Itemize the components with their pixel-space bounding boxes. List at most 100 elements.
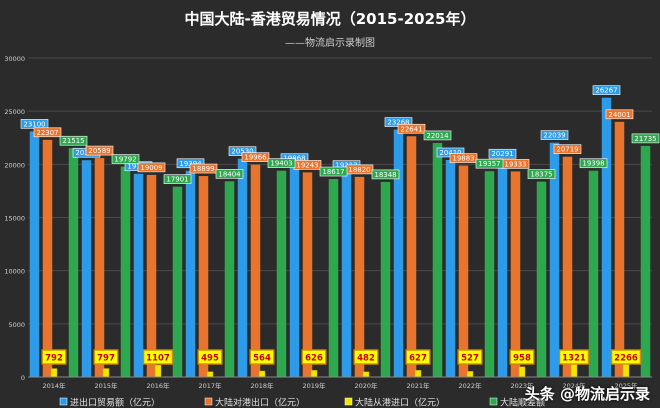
bar-series-1 xyxy=(614,121,625,377)
data-label-box xyxy=(423,130,452,141)
data-label-box xyxy=(553,144,582,154)
bar-series-2 xyxy=(362,371,370,378)
data-label-box xyxy=(33,127,62,138)
data-label-box xyxy=(41,349,67,365)
x-tick-label: 2025年 xyxy=(614,381,638,390)
legend-label: 大陆从港进口（亿元） xyxy=(355,397,445,408)
watermark: 头条 @物流启示录 xyxy=(524,385,650,403)
data-label: 22039 xyxy=(543,132,565,140)
data-label: 19883 xyxy=(452,155,474,163)
x-tick-label: 2019年 xyxy=(302,381,326,390)
bar-series-3 xyxy=(536,181,547,377)
data-label: 2266 xyxy=(614,354,638,364)
bar-series-2 xyxy=(154,364,162,378)
bar-series-1 xyxy=(146,174,157,377)
data-label: 19009 xyxy=(140,164,162,172)
data-label: 19403 xyxy=(270,160,292,168)
data-label: 20589 xyxy=(88,147,110,155)
data-label-box xyxy=(241,152,270,162)
data-label-box xyxy=(197,349,223,365)
bar-series-1 xyxy=(42,139,53,377)
y-tick-label: 0 xyxy=(21,374,25,382)
bar-series-3 xyxy=(380,181,391,377)
data-label-box xyxy=(449,153,478,163)
bar-series-1 xyxy=(302,172,313,377)
legend-label: 大陆顺差额 xyxy=(500,397,545,408)
bar-series-0 xyxy=(289,165,300,377)
data-label-box xyxy=(319,166,348,177)
data-label-box xyxy=(527,169,556,179)
data-label: 627 xyxy=(409,354,427,364)
bar-series-1 xyxy=(198,176,209,377)
data-label: 20291 xyxy=(491,150,513,158)
x-tick-label: 2022年 xyxy=(458,381,482,390)
bar-series-3 xyxy=(172,186,183,377)
legend-label: 大陆对港出口（亿元） xyxy=(215,397,305,408)
data-label: 26267 xyxy=(595,87,617,95)
bar-series-3 xyxy=(432,142,443,377)
bar-series-2 xyxy=(102,368,110,378)
data-label: 22014 xyxy=(426,132,449,140)
data-label: 19357 xyxy=(478,160,500,168)
data-label-box xyxy=(592,85,621,95)
bar-series-1 xyxy=(562,156,573,377)
bar-series-2 xyxy=(570,362,578,378)
legend-swatch xyxy=(59,397,68,406)
data-label-box xyxy=(137,162,166,173)
data-label: 22641 xyxy=(400,125,422,133)
y-tick-label: 10000 xyxy=(4,268,25,276)
data-label: 19966 xyxy=(244,154,267,162)
bar-series-2 xyxy=(206,371,214,378)
y-tick-label: 5000 xyxy=(8,321,25,329)
data-label: 19333 xyxy=(504,160,526,168)
data-label-box xyxy=(605,109,634,120)
legend-swatch xyxy=(344,397,353,406)
bar-series-2 xyxy=(310,370,318,378)
data-label-box xyxy=(631,133,660,144)
data-label: 20410 xyxy=(439,149,461,157)
data-label: 564 xyxy=(253,354,271,364)
data-label-box xyxy=(540,130,569,140)
data-label: 797 xyxy=(97,354,115,364)
data-label-box xyxy=(509,349,535,365)
data-label: 482 xyxy=(357,354,375,364)
data-label: 17901 xyxy=(166,176,188,184)
data-label-box xyxy=(249,349,275,365)
bar-series-1 xyxy=(250,164,261,377)
data-label: 21735 xyxy=(634,135,656,143)
data-label-box xyxy=(189,163,218,174)
bar-series-0 xyxy=(237,158,248,377)
data-label: 1321 xyxy=(562,354,586,364)
data-label-box xyxy=(163,174,192,184)
data-label-box xyxy=(59,135,88,146)
bar-series-3 xyxy=(588,170,599,377)
bar-series-2 xyxy=(518,366,526,378)
data-label: 18348 xyxy=(374,171,396,179)
data-label: 18899 xyxy=(192,165,214,173)
bar-series-3 xyxy=(276,170,287,377)
data-label: 19398 xyxy=(582,160,604,168)
bar-series-3 xyxy=(68,148,79,377)
data-label: 24001 xyxy=(608,111,630,119)
data-label: 1107 xyxy=(146,354,170,364)
bar-series-2 xyxy=(258,370,266,378)
x-tick-label: 2014年 xyxy=(42,381,66,390)
bar-series-0 xyxy=(185,170,196,377)
data-label: 20719 xyxy=(556,146,578,154)
y-tick-label: 25000 xyxy=(4,108,25,116)
data-label-box xyxy=(267,158,296,168)
data-label: 23100 xyxy=(23,120,45,128)
bar-series-0 xyxy=(497,161,508,377)
x-tick-label: 2018年 xyxy=(250,381,274,390)
x-tick-label: 2016年 xyxy=(146,381,170,390)
bar-series-0 xyxy=(341,172,352,377)
data-label: 18617 xyxy=(322,168,344,176)
bar-series-0 xyxy=(133,173,144,377)
bar-series-0 xyxy=(601,97,612,377)
data-label: 20530 xyxy=(231,148,253,156)
data-label-box xyxy=(85,145,114,156)
bar-series-1 xyxy=(510,171,521,377)
y-tick-label: 15000 xyxy=(4,215,25,223)
bar-series-1 xyxy=(94,158,105,377)
